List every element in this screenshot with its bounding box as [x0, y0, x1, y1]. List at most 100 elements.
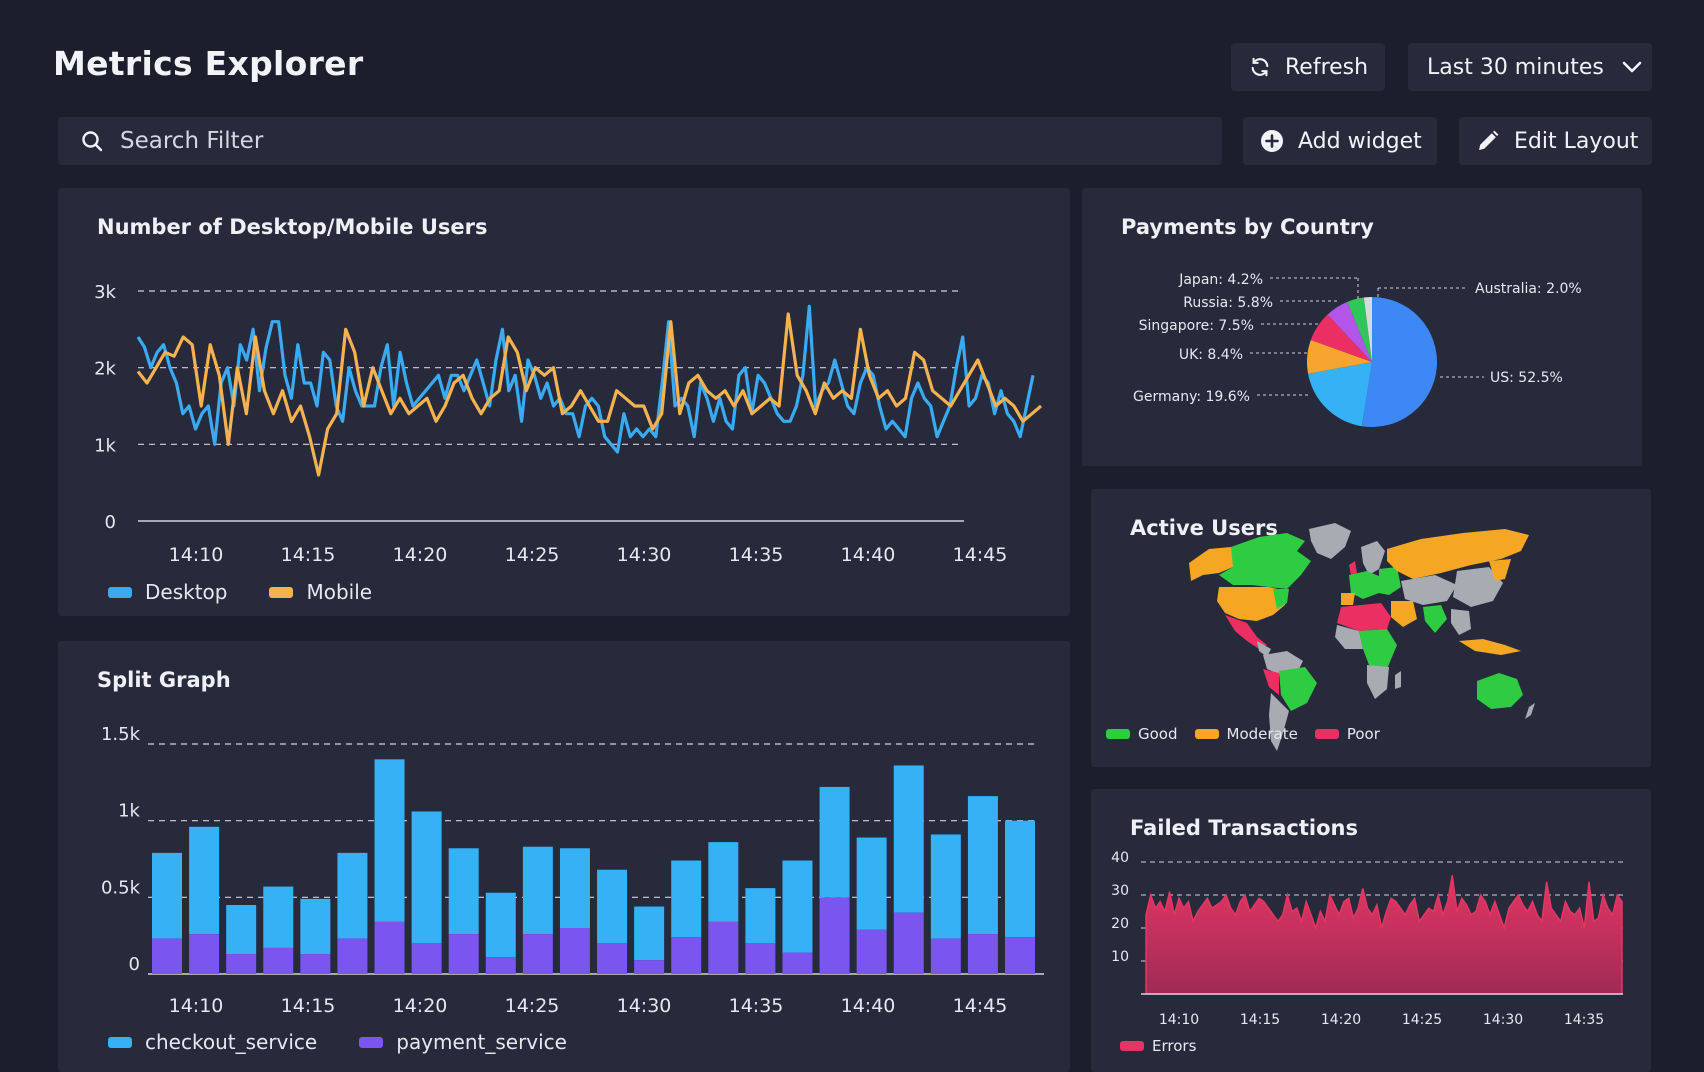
legend-item-moderate[interactable]: Moderate: [1194, 725, 1298, 743]
x-tick-label: 14:35: [729, 995, 784, 1017]
x-tick-label: 14:25: [1402, 1012, 1442, 1028]
legend-item-checkout[interactable]: checkout_service: [108, 1030, 317, 1054]
legend-item-poor[interactable]: Poor: [1314, 725, 1380, 743]
map-region-southern-cone: [1269, 693, 1289, 751]
split-legend: checkout_service payment_service: [108, 1030, 609, 1054]
legend-label-poor: Poor: [1346, 725, 1380, 743]
x-tick-label: 14:15: [281, 544, 336, 566]
pie-label-singapore: Singapore: 7.5%: [1139, 318, 1254, 334]
users-legend: Desktop Mobile: [108, 580, 414, 604]
map-region-east-coast: [1273, 589, 1289, 609]
bar-payment: [300, 954, 331, 974]
map-region-central-asia: [1401, 575, 1457, 605]
x-tick-label: 14:10: [169, 995, 224, 1017]
refresh-label: Refresh: [1285, 54, 1369, 80]
bar-checkout: [930, 834, 961, 939]
time-range-select[interactable]: Last 30 minutes: [1408, 43, 1652, 91]
pie-label-japan: Japan: 4.2%: [1178, 272, 1263, 288]
users-line-chart: 3k 2k 1k 0 14:10 14:15 14:20 14:25 14:30 14:35 14:…: [94, 282, 1043, 566]
bar-payment: [226, 954, 257, 974]
search-input[interactable]: [118, 127, 1172, 155]
chevron-down-icon: [1622, 61, 1642, 73]
bar-checkout: [263, 886, 294, 948]
bar-checkout: [337, 852, 368, 939]
pie-slice-japan: [1347, 297, 1372, 362]
x-tick-label: 14:20: [393, 995, 448, 1017]
failed-area-chart: 40 30 20 10 14:10 14:15 14:20 14:25 14:30 14:35: [1111, 850, 1623, 1028]
map-region-uk: [1349, 561, 1357, 575]
x-tick-label: 14:10: [1159, 1012, 1199, 1028]
map-region-eastern-europe: [1379, 567, 1401, 595]
y-tick-label: 3k: [94, 282, 116, 303]
refresh-button[interactable]: Refresh: [1231, 43, 1385, 91]
y-tick-label: 0.5k: [101, 877, 141, 898]
legend-label-good: Good: [1138, 725, 1178, 743]
map-region-scandinavia: [1361, 541, 1385, 575]
bar-checkout: [708, 842, 739, 922]
map-region-india: [1423, 605, 1447, 633]
map-region-north-africa: [1337, 603, 1391, 631]
legend-swatch-checkout: [108, 1036, 132, 1048]
x-tick-label: 14:15: [281, 995, 336, 1017]
bar-payment: [967, 934, 998, 974]
map-region-iberia: [1341, 593, 1355, 605]
y-tick-label: 30: [1111, 883, 1129, 899]
bar-payment: [1005, 937, 1035, 974]
failed-transactions-panel[interactable]: Failed Transactions 40 30 20 10 14:10 14:15 14…: [1091, 789, 1651, 1072]
bar-payment: [634, 960, 665, 974]
pencil-icon: [1479, 130, 1499, 150]
bar-checkout: [634, 906, 665, 961]
pie-slice-uk: [1307, 339, 1372, 374]
bar-checkout: [485, 892, 516, 958]
active-users-panel[interactable]: Active Users: [1091, 489, 1651, 767]
pie-slice-us: [1361, 297, 1437, 427]
users-chart-title: Number of Desktop/Mobile Users: [97, 215, 488, 239]
search-filter[interactable]: [58, 117, 1222, 165]
world-map: [1189, 523, 1535, 751]
add-widget-button[interactable]: Add widget: [1243, 117, 1437, 165]
split-graph-title: Split Graph: [97, 668, 231, 692]
bar-checkout: [893, 765, 924, 913]
legend-swatch-mobile: [269, 586, 294, 598]
bar-checkout: [1005, 820, 1035, 938]
legend-label-errors: Errors: [1152, 1037, 1197, 1055]
map-region-central-america: [1257, 641, 1271, 657]
bar-checkout: [226, 905, 257, 955]
legend-item-desktop[interactable]: Desktop: [108, 580, 227, 604]
pie-slice-germany: [1308, 362, 1372, 427]
bar-payment: [189, 934, 220, 974]
bar-checkout: [448, 848, 479, 935]
series-area-errors: [1145, 875, 1623, 995]
edit-layout-label: Edit Layout: [1514, 128, 1639, 154]
map-region-southeast-asia: [1451, 609, 1471, 635]
legend-item-errors[interactable]: Errors: [1120, 1037, 1196, 1055]
payments-pie-chart: US: 52.5% Germany: 19.6% UK: 8.4% Singapore…: [1133, 272, 1582, 427]
legend-item-mobile[interactable]: Mobile: [269, 580, 372, 604]
legend-swatch-payment: [359, 1036, 384, 1048]
bar-payment: [745, 943, 776, 974]
bar-checkout: [745, 888, 776, 944]
split-bar-chart: 1.5k 1k 0.5k 0 14:10 14:15 14:20 14:25 14:30 14:3…: [101, 724, 1044, 1017]
map-region-west-africa: [1335, 625, 1363, 649]
users-chart-panel[interactable]: Number of Desktop/Mobile Users 3k 2k 1k 0 14…: [58, 188, 1070, 616]
payments-panel[interactable]: Payments by Country US: 52.5% Germany: 19…: [1082, 188, 1642, 466]
x-tick-label: 14:35: [729, 544, 784, 566]
legend-label-moderate: Moderate: [1226, 725, 1298, 743]
split-graph-panel[interactable]: Split Graph 1.5k 1k 0.5k 0 14:10 14:15 14:20 14…: [58, 641, 1070, 1072]
bar-payment: [782, 952, 813, 974]
edit-layout-button[interactable]: Edit Layout: [1459, 117, 1652, 165]
series-line-mobile: [136, 312, 1043, 477]
x-tick-label: 14:20: [393, 544, 448, 566]
bar-checkout: [559, 848, 590, 928]
bar-checkout: [374, 759, 405, 922]
bar-payment: [337, 938, 368, 974]
legend-item-good[interactable]: Good: [1106, 725, 1178, 743]
y-tick-label: 2k: [94, 359, 116, 380]
bar-checkout: [782, 860, 813, 953]
time-range-value: Last 30 minutes: [1427, 54, 1604, 80]
x-tick-label: 14:35: [1564, 1012, 1604, 1028]
legend-swatch-errors: [1120, 1041, 1144, 1051]
refresh-icon: [1251, 57, 1269, 77]
bar-checkout: [597, 869, 628, 944]
legend-item-payment[interactable]: payment_service: [359, 1030, 567, 1054]
